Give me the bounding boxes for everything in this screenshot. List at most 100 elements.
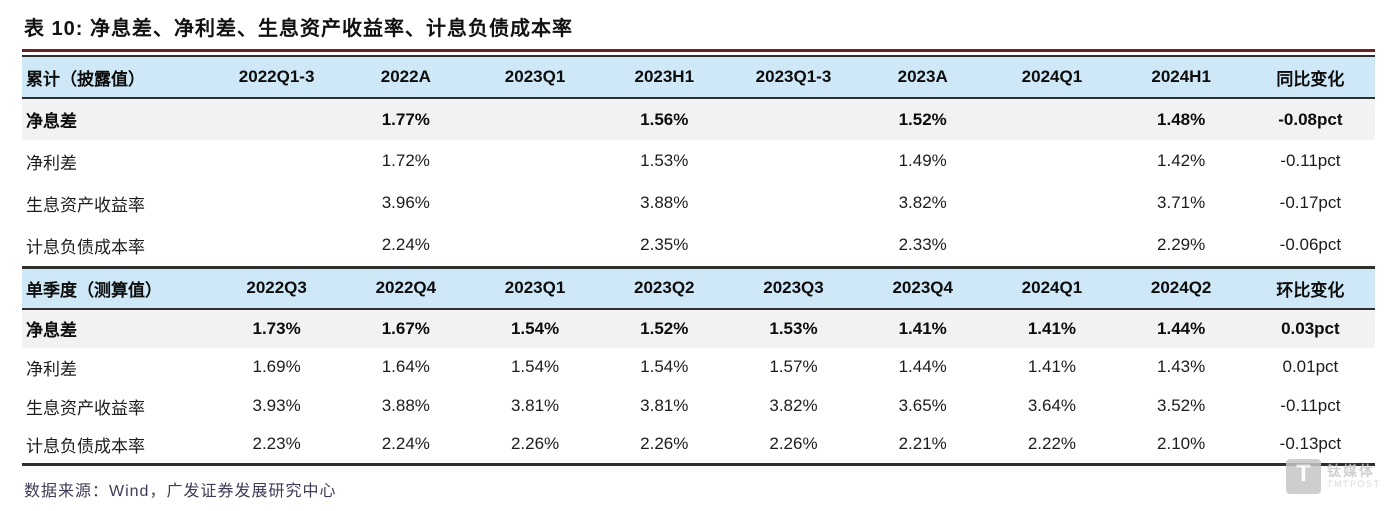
cell-value	[212, 98, 341, 140]
cell-value: -0.08pct	[1278, 109, 1343, 129]
cell-value: 1.77%	[381, 109, 430, 129]
cell-value: 1.52%	[640, 318, 689, 338]
cell-value	[987, 140, 1116, 182]
tmtpost-logo-icon: T	[1286, 459, 1321, 494]
cell-value: 3.81%	[510, 396, 560, 415]
column-header: 2023H1	[599, 56, 729, 99]
row-label: 生息资产收益率	[26, 195, 145, 215]
cell-value: -0.11pct	[1280, 396, 1341, 415]
cell-value: 1.44%	[898, 357, 947, 376]
cumulative-table-body: 净息差 1.77% 1.56% 1.52% 1.48% -0.08pct 净利差 1.72% 1…	[22, 98, 1375, 266]
cell-value: 1.53%	[769, 318, 818, 338]
cell-value: 3.52%	[1157, 396, 1206, 415]
cell-value: 2.24%	[381, 434, 430, 454]
single-quarter-estimated-table: 单季度（测算值） 2022Q3 2022Q4 2023Q1 2023Q2 2023Q3 20…	[22, 266, 1375, 466]
cell-value: 0.03pct	[1281, 318, 1340, 338]
column-header: 2024Q2	[1116, 267, 1246, 310]
watermark-name-cn: 钛媒体	[1327, 463, 1375, 479]
cell-value: 2.33%	[898, 235, 947, 254]
cumulative-disclosed-table: 累计（披露值） 2022Q1-3 2022A 2023Q1 2023H1 2023Q1-3…	[22, 55, 1375, 266]
cell-value	[470, 224, 599, 266]
cell-value: 2.29%	[1157, 235, 1206, 254]
table-row: 计息负债成本率 2.24% 2.35% 2.33% 2.29% -0.06pct	[22, 224, 1375, 266]
tmtpost-watermark: T 钛媒体 TMTPOST	[1286, 459, 1381, 494]
cell-value: 2.35%	[640, 235, 689, 254]
table-row: 净息差 1.77% 1.56% 1.52% 1.48% -0.08pct	[22, 98, 1375, 140]
column-header: 2022A	[341, 56, 471, 99]
table-row: 净息差 1.73% 1.67% 1.54% 1.52% 1.53% 1.41% 1.41% 1.…	[22, 308, 1375, 348]
column-header: 环比变化	[1245, 267, 1375, 310]
watermark-text: 钛媒体 TMTPOST	[1327, 463, 1381, 490]
cell-value	[987, 98, 1116, 140]
cell-value	[729, 182, 858, 224]
cell-value	[729, 98, 858, 140]
section-label: 单季度（测算值）	[22, 267, 212, 310]
table-row: 计息负债成本率 2.23% 2.24% 2.26% 2.26% 2.26% 2.21% 2.2…	[22, 426, 1375, 465]
cell-value: 1.48%	[1157, 109, 1206, 129]
cell-value: 3.82%	[898, 193, 947, 212]
column-header: 2023Q2	[599, 267, 729, 310]
column-header: 2022Q3	[212, 267, 342, 310]
cell-value: 3.88%	[381, 396, 430, 415]
cell-value: -0.17pct	[1279, 193, 1342, 212]
row-label: 净息差	[26, 321, 77, 340]
cell-value	[212, 182, 341, 224]
cell-value: 2.21%	[898, 434, 947, 454]
cell-value: 1.42%	[1157, 151, 1206, 170]
table-row: 净利差 1.72% 1.53% 1.49% 1.42% -0.11pct	[22, 140, 1375, 182]
data-source-note: 数据来源：Wind，广发证券发展研究中心	[24, 483, 337, 500]
column-header: 2022Q1-3	[212, 56, 342, 99]
column-header: 2023Q3	[728, 267, 859, 310]
cell-value: 1.69%	[252, 357, 301, 376]
column-header: 2023Q1	[470, 56, 600, 99]
row-label: 净利差	[26, 153, 77, 173]
row-label: 生息资产收益率	[26, 398, 145, 418]
cell-value: 1.56%	[640, 109, 689, 129]
cell-value	[729, 140, 858, 182]
cell-value	[212, 224, 341, 266]
cell-value: 1.41%	[898, 318, 947, 338]
cumulative-table-header: 累计（披露值） 2022Q1-3 2022A 2023Q1 2023H1 2023Q1-3…	[22, 56, 1375, 99]
quarter-table-body: 净息差 1.73% 1.67% 1.54% 1.52% 1.53% 1.41% 1.41% 1.…	[22, 308, 1375, 465]
header-row: 累计（披露值） 2022Q1-3 2022A 2023Q1 2023H1 2023Q1-3…	[22, 56, 1375, 99]
cell-value: 3.65%	[898, 396, 947, 415]
row-label: 计息负债成本率	[26, 237, 145, 257]
table-row: 净利差 1.69% 1.64% 1.54% 1.54% 1.57% 1.44% 1.41% 1.…	[22, 348, 1375, 387]
cell-value: 1.54%	[640, 357, 689, 376]
cell-value: 2.26%	[769, 434, 818, 454]
cell-value: 1.52%	[898, 109, 947, 129]
cell-value: 1.72%	[381, 151, 430, 170]
cell-value: 2.22%	[1027, 434, 1077, 454]
cell-value	[987, 224, 1116, 266]
cell-value: 2.26%	[510, 434, 560, 454]
column-header: 2024Q1	[987, 56, 1117, 99]
cell-value: 1.73%	[252, 318, 301, 338]
table-row: 生息资产收益率 3.93% 3.88% 3.81% 3.81% 3.82% 3.65% 3.6…	[22, 387, 1375, 426]
cell-value: 1.49%	[898, 151, 947, 170]
cell-value: 3.64%	[1027, 396, 1077, 415]
cell-value: 1.54%	[510, 318, 560, 338]
column-header: 2023Q1-3	[728, 56, 859, 99]
watermark-name-en: TMTPOST	[1327, 479, 1381, 489]
cell-value: 3.88%	[640, 193, 689, 212]
cell-value	[729, 224, 858, 266]
cell-value: -0.06pct	[1279, 235, 1342, 254]
cell-value: -0.11pct	[1280, 151, 1341, 170]
cell-value: 2.24%	[381, 235, 430, 254]
cell-value: 1.64%	[381, 357, 430, 376]
table-row: 生息资产收益率 3.96% 3.88% 3.82% 3.71% -0.17pct	[22, 182, 1375, 224]
cell-value: 3.71%	[1157, 193, 1206, 212]
cell-value: 3.93%	[252, 396, 301, 415]
cell-value: 1.53%	[640, 151, 689, 170]
cell-value: 1.67%	[381, 318, 430, 338]
table-title: 表 10: 净息差、净利差、生息资产收益率、计息负债成本率	[22, 8, 1375, 52]
cell-value: 1.43%	[1157, 357, 1206, 376]
column-header: 2023Q1	[470, 267, 600, 310]
cell-value: 3.81%	[640, 396, 689, 415]
cell-value: 1.54%	[510, 357, 560, 376]
header-row: 单季度（测算值） 2022Q3 2022Q4 2023Q1 2023Q2 2023Q3 20…	[22, 267, 1375, 310]
cell-value: 2.26%	[640, 434, 689, 454]
row-label: 净利差	[26, 359, 77, 379]
cell-value: 3.96%	[381, 193, 430, 212]
